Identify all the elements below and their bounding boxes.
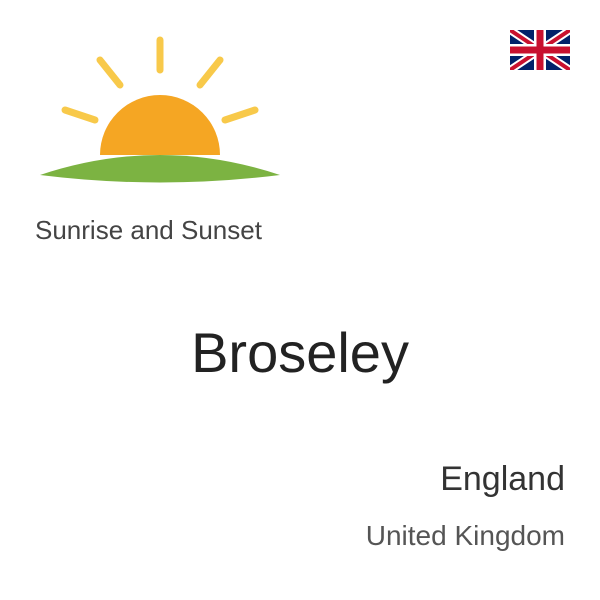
city-title: Broseley <box>0 320 600 385</box>
region-label: England <box>440 460 565 499</box>
sunrise-logo <box>25 25 295 205</box>
country-label: United Kingdom <box>366 520 565 552</box>
uk-flag-icon <box>510 30 570 70</box>
tagline-text: Sunrise and Sunset <box>35 215 262 246</box>
